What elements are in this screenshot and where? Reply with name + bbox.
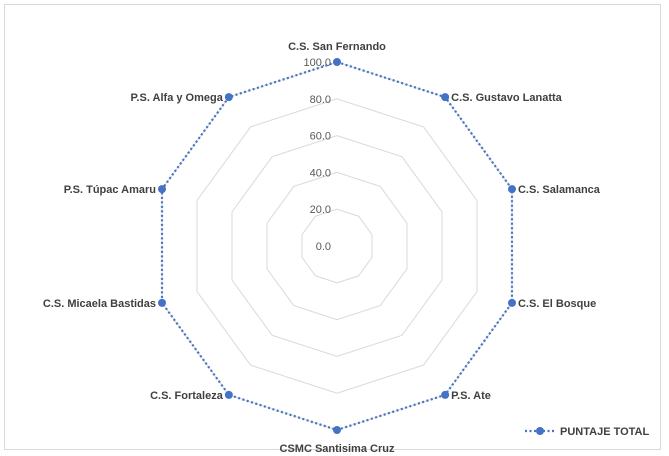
data-point (507, 185, 516, 194)
data-point (507, 298, 516, 307)
data-point (333, 58, 341, 66)
category-label: CSMC Santisima Cruz (280, 443, 395, 455)
r-tick-label: 60.0 (310, 131, 331, 143)
r-tick-label: 80.0 (310, 94, 331, 106)
data-point (441, 390, 450, 399)
grid-ring-1 (301, 208, 373, 284)
r-tick-label: 40.0 (310, 167, 331, 179)
legend-marker (536, 427, 544, 435)
r-tick-label: 0.0 (316, 241, 331, 253)
category-label: C.S. Gustavo Lanatta (451, 92, 563, 104)
series-layer (158, 58, 516, 434)
category-label: C.S. San Fernando (288, 41, 386, 53)
grid-ring-4 (196, 98, 478, 394)
chart-area (4, 4, 661, 450)
grid-ring-3 (231, 135, 443, 357)
legend: PUNTAJE TOTAL (525, 426, 650, 438)
data-point (224, 93, 233, 102)
data-point (224, 390, 233, 399)
radial-axis-ticks: 0.0 20.0 40.0 60.0 80.0 100.0 (303, 57, 331, 253)
r-tick-label: 20.0 (310, 204, 331, 216)
legend-label: PUNTAJE TOTAL (560, 426, 650, 438)
data-point (333, 426, 341, 434)
category-label: C.S. Fortaleza (150, 390, 224, 402)
category-labels: C.S. San Fernando C.S. Gustavo Lanatta C.S… (43, 41, 601, 455)
r-tick-label: 100.0 (303, 57, 331, 69)
category-label: C.S. Micaela Bastidas (43, 298, 156, 310)
data-point (441, 93, 450, 102)
data-point (158, 185, 167, 194)
data-point (158, 298, 167, 307)
grid-ring-2 (266, 171, 408, 321)
category-label: P.S. Alfa y Omega (131, 92, 224, 104)
category-label: C.S. El Bosque (518, 298, 596, 310)
category-label: P.S. Túpac Amaru (64, 184, 156, 196)
category-label: P.S. Ate (451, 390, 491, 402)
category-label: C.S. Salamanca (518, 184, 601, 196)
